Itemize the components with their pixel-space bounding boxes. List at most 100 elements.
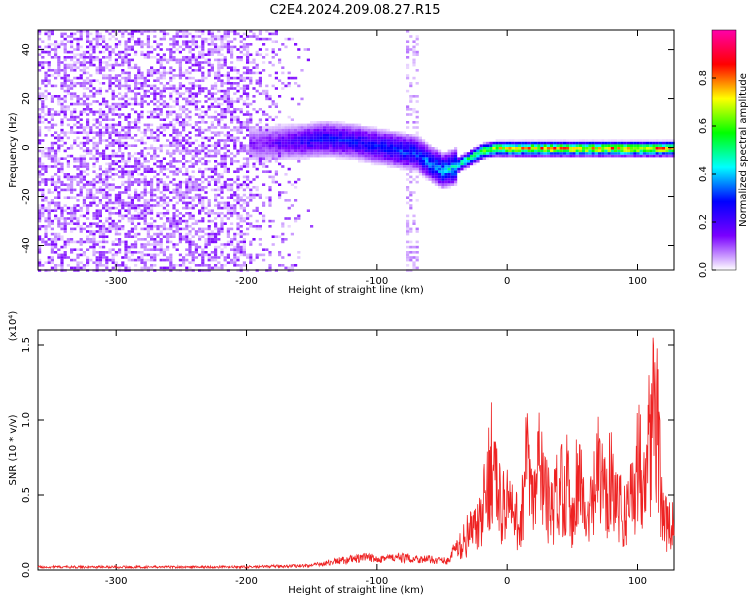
spectrogram-cell	[262, 136, 266, 140]
spectrogram-cell	[60, 225, 64, 228]
spectrogram-cell	[310, 131, 314, 134]
spectrogram-cell	[159, 160, 163, 163]
spectrogram-cell	[271, 50, 275, 54]
spectrogram-cell	[431, 165, 435, 168]
spectrogram-cell	[188, 186, 192, 189]
spectrogram-cell	[50, 227, 54, 231]
spectrogram-cell	[73, 206, 77, 210]
spectrogram-cell	[482, 157, 486, 160]
spectrogram-cell	[172, 160, 176, 163]
spectrogram-cell	[137, 118, 141, 121]
spectrogram-cell	[406, 48, 410, 51]
spectrogram-cell	[422, 160, 426, 163]
spectrogram-cell	[188, 245, 192, 249]
spectrogram-cell	[322, 136, 326, 140]
spectrogram-cell	[191, 43, 195, 46]
spectrogram-cell	[150, 56, 154, 59]
spectrogram-cell	[108, 144, 112, 147]
spectrogram-cell	[514, 154, 518, 158]
spectrogram-cell	[585, 139, 589, 142]
spectrogram-cell	[214, 37, 218, 41]
spectrogram-cell	[511, 141, 515, 145]
spectrogram-cell	[226, 48, 230, 51]
spectrogram-cell	[182, 71, 186, 75]
spectrogram-cell	[201, 53, 205, 56]
spectrogram-cell	[159, 196, 163, 199]
spectrogram-cell	[121, 264, 125, 267]
spectrogram-cell	[54, 204, 58, 207]
spectrogram-cell	[172, 87, 176, 90]
spectrogram-cell	[374, 147, 378, 150]
spectrogram-cell	[262, 61, 266, 64]
spectrogram-cell	[329, 131, 333, 134]
spectrogram-cell	[322, 152, 326, 155]
spectrogram-cell	[57, 225, 61, 228]
spectrogram-cell	[473, 152, 477, 155]
spectrogram-cell	[47, 110, 51, 114]
spectrogram-cell	[415, 160, 419, 163]
spectrogram-cell	[207, 58, 211, 62]
spectrogram-cell	[134, 196, 138, 199]
spectrogram-cell	[271, 136, 275, 140]
spectrogram-cell	[60, 217, 64, 220]
spectrogram-cell	[134, 165, 138, 168]
spectrogram-cell	[598, 144, 602, 147]
spectrogram-cell	[182, 139, 186, 142]
spectrogram-cell	[162, 253, 166, 257]
spectrogram-cell	[182, 147, 186, 150]
spectrogram-cell	[406, 105, 410, 108]
spectrogram-cell	[271, 178, 275, 181]
spectrogram-cell	[265, 141, 269, 145]
spectrogram-cell	[86, 66, 90, 69]
spectrogram-cell	[86, 152, 90, 155]
spectrogram-cell	[178, 188, 182, 192]
spectrogram-cell	[383, 131, 387, 134]
spectrogram-cell	[217, 256, 221, 259]
spectrogram-cell	[239, 40, 243, 43]
spectrogram-cell	[431, 170, 435, 173]
spectrogram-cell	[108, 248, 112, 251]
spectrogram-cell	[418, 165, 422, 168]
spectrogram-cell	[527, 154, 531, 158]
spectrogram-cell	[118, 53, 122, 56]
spectrogram-cell	[159, 266, 163, 270]
spectrogram-cell	[300, 128, 304, 132]
spectrogram-cell	[153, 92, 157, 95]
spectrogram-cell	[194, 147, 198, 150]
spectrogram-cell	[198, 131, 202, 134]
spectrogram-cell	[460, 165, 464, 168]
spectrogram-cell	[498, 147, 502, 150]
spectrogram-cell	[626, 152, 630, 155]
spectrogram-cell	[351, 154, 355, 158]
spectrogram-cell	[54, 53, 58, 56]
spectrogram-cell	[370, 149, 374, 153]
spectrogram-cell	[262, 126, 266, 129]
spectrogram-cell	[130, 227, 134, 231]
spectrogram-cell	[457, 165, 461, 168]
spectrogram-cell	[332, 147, 336, 150]
spectrogram-cell	[105, 48, 109, 51]
spectrogram-cell	[207, 53, 211, 56]
spectrogram-cell	[489, 154, 493, 158]
spectrogram-cell	[194, 30, 198, 33]
spectrogram-cell	[172, 165, 176, 168]
spectrogram-cell	[402, 157, 406, 160]
spectrogram-cell	[172, 204, 176, 207]
spectrogram-cell	[66, 183, 70, 186]
spectrogram-cell	[47, 188, 51, 192]
spectrogram-cell	[390, 136, 394, 140]
spectrogram-cell	[57, 113, 61, 116]
spectrogram-cell	[86, 97, 90, 101]
spectrogram-cell	[297, 154, 301, 158]
spectrogram-cell	[415, 139, 419, 142]
spectrogram-cell	[41, 139, 45, 142]
spectrogram-cell	[175, 243, 179, 246]
spectrogram-cell	[137, 113, 141, 116]
spectrogram-cell	[156, 186, 160, 189]
spectrogram-cell	[188, 100, 192, 103]
spectrogram-cell	[294, 264, 298, 267]
spectrogram-cell	[226, 167, 230, 171]
spectrogram-cell	[60, 87, 64, 90]
spectrogram-cell	[169, 180, 173, 184]
spectrogram-cell	[111, 118, 115, 121]
